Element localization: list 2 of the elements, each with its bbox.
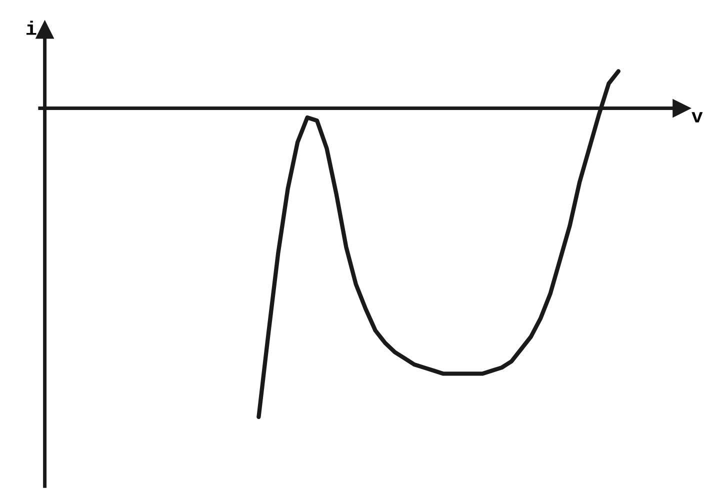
x-axis-title: v <box>692 112 703 122</box>
y-axis-title: i <box>26 20 36 35</box>
